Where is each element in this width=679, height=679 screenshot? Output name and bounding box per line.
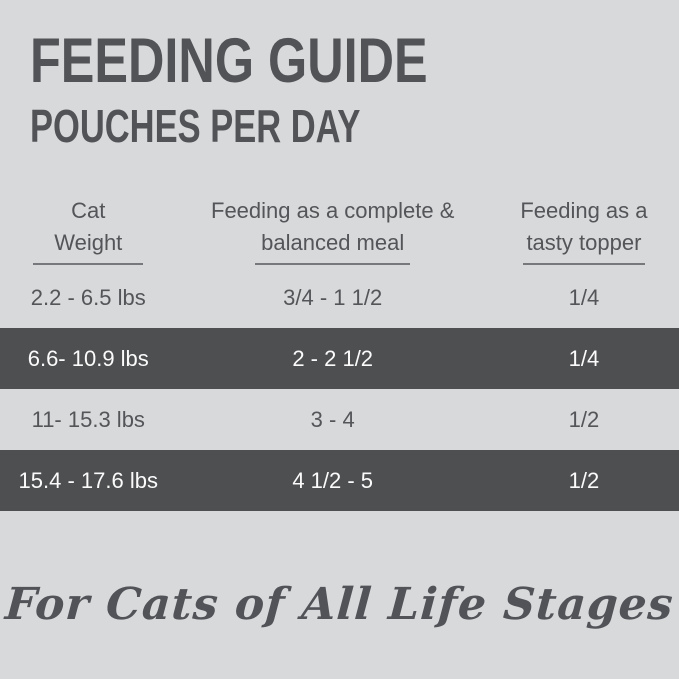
footer-tagline: For Cats of All Life Stages — [3, 579, 676, 630]
table-header-row: Cat Weight Feeding as a complete & balan… — [0, 195, 679, 265]
column-header-line2: balanced meal — [261, 230, 405, 255]
header-underline — [522, 263, 645, 265]
cell-meal: 4 1/2 - 5 — [292, 467, 374, 493]
cell-topper: 1/2 — [568, 406, 600, 432]
table-row: 15.4 - 17.6 lbs 4 1/2 - 5 1/2 — [0, 450, 679, 511]
table-body: 2.2 - 6.5 lbs 3/4 - 1 1/2 1/4 6.6- 10.9 lbs… — [0, 267, 679, 511]
cell-topper: 1/4 — [568, 284, 600, 310]
table-row: 11- 15.3 lbs 3 - 4 1/2 — [0, 389, 679, 450]
cell-topper: 1/2 — [568, 467, 600, 493]
column-header-line1: Feeding as a — [520, 198, 648, 223]
cell-weight: 15.4 - 17.6 lbs — [18, 467, 158, 493]
table-row: 2.2 - 6.5 lbs 3/4 - 1 1/2 1/4 — [0, 267, 679, 328]
column-header-complete-meal: Feeding as a complete & balanced meal — [177, 195, 489, 265]
column-header-cat-weight: Cat Weight — [0, 195, 177, 265]
cell-weight: 11- 15.3 lbs — [31, 406, 145, 432]
feeding-guide-poster: FEEDING GUIDE POUCHES PER DAY Cat Weight… — [0, 0, 679, 630]
header-underline — [255, 263, 411, 265]
cell-topper: 1/4 — [568, 345, 600, 371]
feeding-table: Cat Weight Feeding as a complete & balan… — [0, 195, 679, 511]
header: FEEDING GUIDE POUCHES PER DAY — [0, 0, 679, 152]
column-header-line1: Cat — [71, 198, 106, 223]
cell-meal: 3/4 - 1 1/2 — [283, 284, 383, 310]
header-underline — [33, 263, 144, 265]
column-header-tasty-topper: Feeding as a tasty topper — [489, 195, 679, 265]
cell-weight: 6.6- 10.9 lbs — [27, 345, 149, 371]
page-title: FEEDING GUIDE — [30, 26, 428, 96]
table-row: 6.6- 10.9 lbs 2 - 2 1/2 1/4 — [0, 328, 679, 389]
cell-weight: 2.2 - 6.5 lbs — [30, 284, 146, 310]
cell-meal: 3 - 4 — [310, 406, 355, 432]
column-header-line1: Feeding as a complete & — [211, 198, 455, 223]
cell-meal: 2 - 2 1/2 — [292, 345, 374, 371]
column-header-line2: Weight — [54, 230, 123, 255]
column-header-line2: tasty topper — [526, 230, 642, 255]
page-subtitle: POUCHES PER DAY — [30, 100, 361, 152]
